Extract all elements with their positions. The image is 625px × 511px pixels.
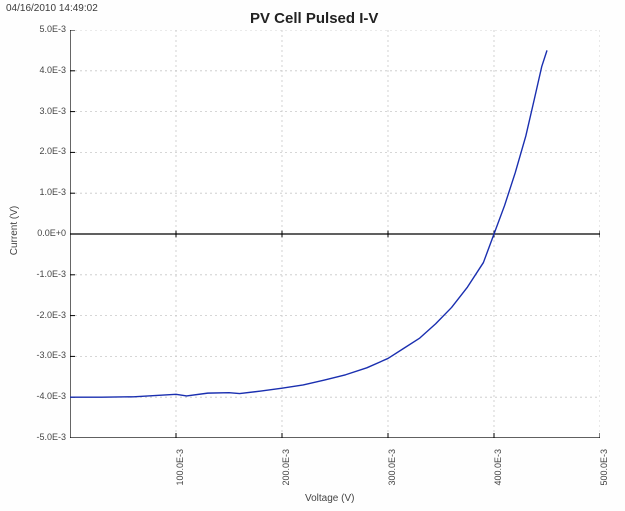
x-tick: 300.0E-3 — [387, 449, 397, 499]
chart-title: PV Cell Pulsed I-V — [250, 10, 378, 27]
y-axis-label: Current (V) — [9, 206, 20, 255]
y-tick: 4.0E-3 — [24, 65, 66, 75]
x-tick: 500.0E-3 — [599, 449, 609, 499]
y-tick: 0.0E+0 — [24, 228, 66, 238]
x-tick: 100.0E-3 — [175, 449, 185, 499]
y-tick: -3.0E-3 — [24, 350, 66, 360]
timestamp-label: 04/16/2010 14:49:02 — [6, 3, 98, 14]
y-tick: -1.0E-3 — [24, 269, 66, 279]
x-tick: 400.0E-3 — [493, 449, 503, 499]
y-tick: -4.0E-3 — [24, 391, 66, 401]
x-axis-label: Voltage (V) — [305, 493, 354, 504]
x-tick: 200.0E-3 — [281, 449, 291, 499]
y-tick: -5.0E-3 — [24, 432, 66, 442]
y-tick: 1.0E-3 — [24, 187, 66, 197]
y-tick: 5.0E-3 — [24, 24, 66, 34]
y-tick: 3.0E-3 — [24, 106, 66, 116]
plot-area — [70, 30, 600, 438]
iv-curve — [70, 50, 547, 397]
y-tick: -2.0E-3 — [24, 310, 66, 320]
plot-svg — [70, 30, 600, 438]
y-tick: 2.0E-3 — [24, 146, 66, 156]
